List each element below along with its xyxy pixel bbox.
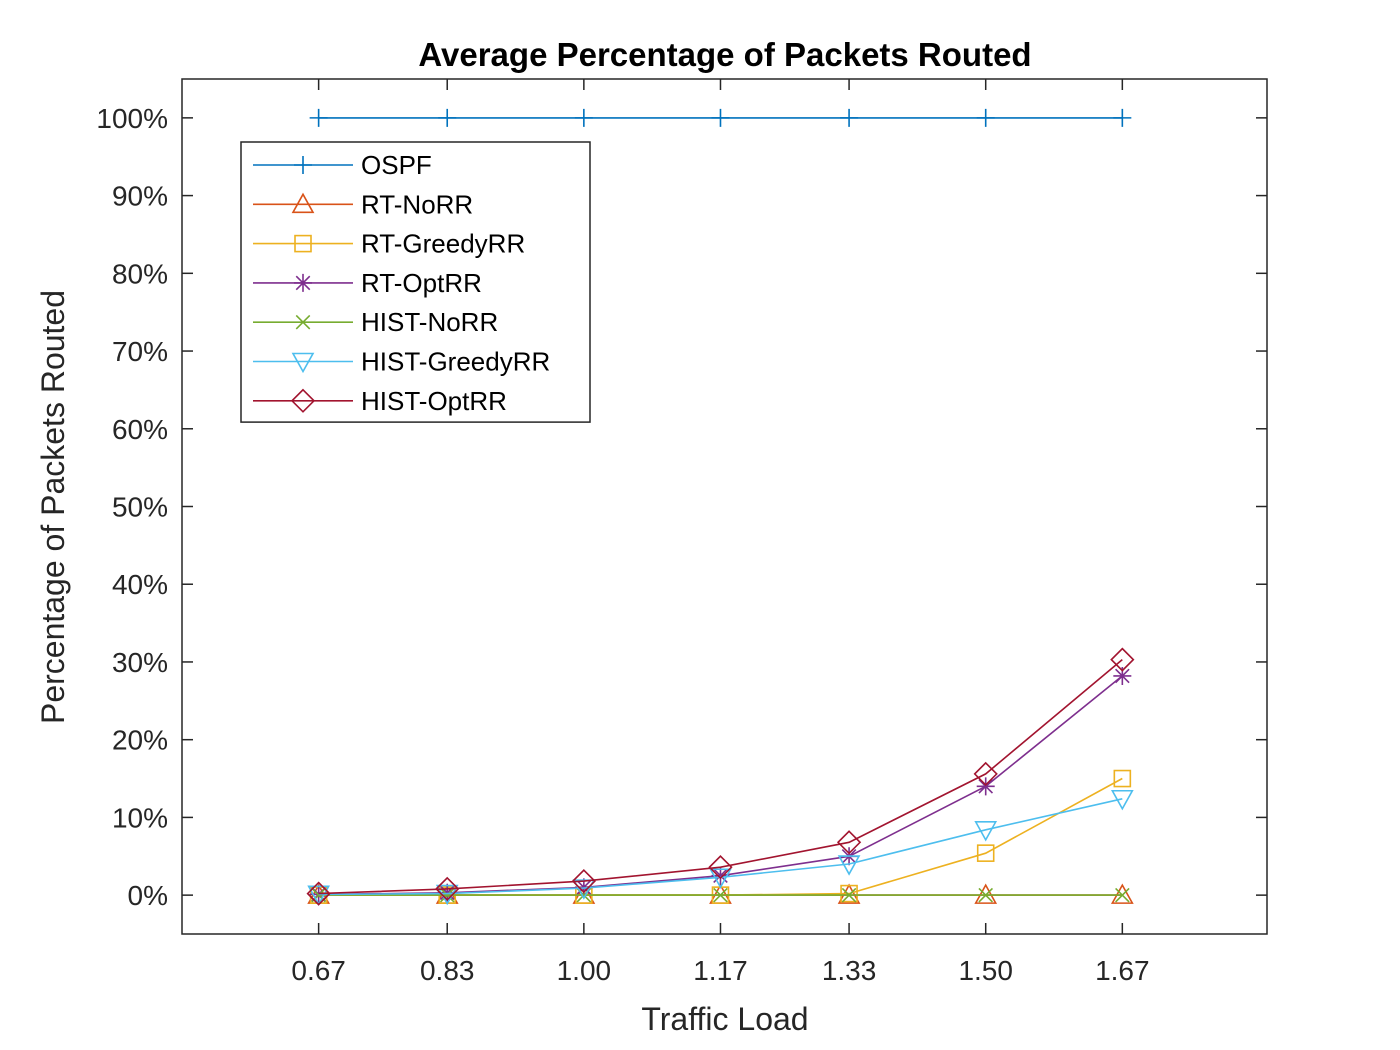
legend-label-hist-norr: HIST-NoRR: [361, 307, 498, 337]
legend-label-hist-optrr: HIST-OptRR: [361, 386, 507, 416]
x-tick-label: 1.67: [1095, 955, 1150, 986]
data-point-ospf: [309, 108, 328, 127]
data-point-rt-optrr: [976, 777, 995, 796]
data-point-rt-greedyrr: [1113, 769, 1132, 788]
data-point-hist-norr: [1115, 887, 1130, 903]
data-point-rt-optrr: [711, 866, 730, 885]
y-tick-label: 60%: [112, 414, 168, 445]
series-hist-greedyrr: [307, 789, 1134, 907]
legend-marker-ospf: [294, 156, 312, 174]
y-tick-label: 80%: [112, 258, 168, 289]
y-tick-label: 90%: [112, 181, 168, 212]
data-point-hist-optrr: [1110, 647, 1135, 672]
legend-marker-hist-greedyrr: [291, 352, 315, 374]
legend-label-rt-optrr: RT-OptRR: [361, 268, 482, 298]
data-point-hist-norr: [841, 887, 857, 903]
data-point-hist-norr: [439, 887, 455, 903]
legend-label-rt-greedyrr: RT-GreedyRR: [361, 229, 525, 259]
data-point-hist-greedyrr: [709, 868, 732, 889]
series-line-hist-optrr: [318, 658, 1123, 895]
series-hist-optrr: [306, 647, 1135, 906]
data-point-hist-optrr: [571, 869, 596, 894]
y-tick-label: 0%: [128, 880, 168, 911]
data-point-ospf: [438, 108, 457, 127]
data-point-hist-optrr: [836, 830, 862, 855]
data-point-rt-greedyrr: [840, 884, 858, 903]
x-tick-label: 1.33: [822, 955, 877, 986]
series-line-rt-optrr: [318, 675, 1123, 896]
data-point-hist-greedyrr: [974, 821, 998, 842]
y-tick-label: 20%: [112, 725, 168, 756]
x-tick-label: 1.17: [693, 955, 748, 986]
x-tick-label: 1.00: [557, 955, 612, 986]
legend-marker-rt-greedyrr: [294, 234, 312, 253]
y-tick-label: 30%: [112, 647, 168, 678]
x-axis-label: Traffic Load: [641, 1001, 808, 1037]
data-point-hist-greedyrr: [572, 879, 596, 900]
data-point-ospf: [711, 108, 730, 127]
legend-label-rt-norr: RT-NoRR: [361, 189, 473, 219]
data-point-hist-optrr: [306, 881, 331, 906]
legend-marker-hist-optrr: [290, 388, 316, 413]
y-axis-label: Percentage of Packets Routed: [35, 290, 71, 724]
data-point-hist-optrr: [708, 855, 733, 880]
data-point-hist-greedyrr: [307, 885, 330, 907]
x-tick-label: 0.83: [420, 955, 475, 986]
x-tick-label: 0.67: [291, 955, 346, 986]
series-ospf: [309, 108, 1132, 127]
data-point-rt-optrr: [1113, 666, 1132, 685]
data-point-rt-norr: [974, 883, 998, 904]
data-point-ospf: [840, 108, 859, 127]
x-tick-label: 1.50: [958, 955, 1013, 986]
data-point-hist-norr: [713, 887, 728, 903]
legend-label-ospf: OSPF: [361, 150, 432, 180]
legend-label-hist-greedyrr: HIST-GreedyRR: [361, 347, 550, 377]
data-point-ospf: [574, 108, 593, 127]
data-point-hist-norr: [978, 887, 994, 903]
data-point-rt-norr: [1110, 883, 1134, 904]
y-tick-label: 10%: [112, 802, 168, 833]
y-tick-label: 70%: [112, 336, 168, 367]
legend-box: [240, 141, 591, 423]
series-hist-norr: [311, 887, 1130, 903]
plot-area: 0% 10% 20% 30% 40% 50% 60% 70% 80% 90% 100% 0.67 0.8…: [96, 78, 1268, 986]
y-tick-label: 50%: [112, 492, 168, 523]
y-tick-label: 100%: [96, 103, 168, 134]
data-point-hist-optrr: [973, 761, 998, 787]
legend-marker-rt-norr: [291, 192, 315, 214]
legend: OSPF RT-NoRR RT-GreedyRR RT-OptRR HIST-NoRR H…: [240, 141, 591, 423]
data-point-rt-greedyrr: [976, 844, 995, 862]
legend-marker-rt-optrr: [294, 273, 312, 292]
data-point-hist-optrr: [435, 876, 460, 902]
data-point-ospf: [1113, 108, 1132, 127]
y-tick-label: 40%: [112, 569, 168, 600]
data-point-ospf: [976, 108, 995, 127]
data-point-hist-greedyrr: [837, 855, 861, 876]
legend-marker-hist-norr: [295, 314, 311, 330]
chart-title: Average Percentage of Packets Routed: [418, 36, 1031, 73]
data-point-hist-greedyrr: [1110, 789, 1134, 811]
